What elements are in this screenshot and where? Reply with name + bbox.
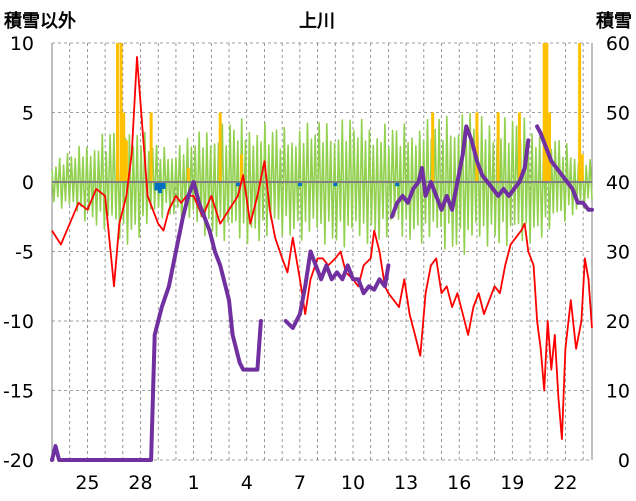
right-axis-title: 積雪 — [595, 10, 632, 32]
snow-depth-line — [283, 249, 391, 330]
precipitation-bar — [161, 182, 166, 189]
left-tick-label: 5 — [22, 103, 34, 125]
right-tick-label: 40 — [606, 172, 630, 194]
sunshine-bar — [542, 43, 546, 182]
x-tick-label: 25 — [75, 472, 99, 494]
x-tick-label: 13 — [394, 472, 418, 494]
x-tick-label: 22 — [553, 472, 577, 494]
sunshine-bar — [517, 112, 521, 182]
sunshine-bar — [548, 112, 552, 182]
left-tick-label: 10 — [10, 33, 34, 55]
sunshine-bar — [578, 43, 582, 182]
left-tick-label: -10 — [3, 311, 34, 333]
sunshine-bar — [119, 43, 123, 182]
right-tick-label: 50 — [606, 103, 630, 125]
temperature-line — [51, 56, 593, 440]
precipitation-bar — [395, 182, 400, 187]
sunshine-bar — [124, 140, 128, 182]
precipitation-series — [154, 182, 400, 194]
sunshine-bar — [239, 154, 243, 182]
sunshine-bar — [122, 112, 126, 182]
right-tick-label: 10 — [606, 381, 630, 403]
x-tick-label: 1 — [188, 472, 200, 494]
sunshine-series — [116, 43, 584, 182]
precipitation-bar — [158, 182, 162, 194]
precipitation-bar — [333, 182, 338, 187]
left-tick-label: 0 — [22, 172, 34, 194]
sunshine-bar — [218, 112, 222, 182]
x-tick-label: 10 — [341, 472, 365, 494]
chart-title: 上川 — [299, 11, 335, 32]
sunshine-bar — [496, 112, 500, 182]
right-tick-label: 30 — [606, 242, 630, 264]
right-tick-label: 0 — [618, 450, 630, 472]
x-tick-label: 4 — [241, 472, 253, 494]
right-tick-label: 20 — [606, 311, 630, 333]
snow-depth-line — [50, 180, 263, 462]
temperature-series — [51, 56, 593, 440]
sunshine-bar — [116, 43, 120, 182]
sunshine-bar — [186, 168, 190, 182]
precipitation-bar — [297, 182, 302, 187]
x-tick-label: 19 — [500, 472, 524, 494]
precipitation-bar — [235, 182, 240, 187]
sunshine-bar — [475, 112, 479, 182]
precipitation-bar — [154, 182, 159, 191]
sunshine-bar — [431, 112, 435, 182]
sunshine-bar — [149, 112, 153, 182]
snow-depth-line — [535, 124, 594, 212]
x-tick-label: 16 — [447, 472, 471, 494]
snow-depth-line — [389, 124, 531, 219]
x-tick-label: 7 — [294, 472, 306, 494]
left-tick-label: -20 — [3, 450, 34, 472]
sunshine-bar — [545, 43, 549, 182]
right-tick-label: 60 — [606, 33, 630, 55]
snow-depth-series — [50, 124, 594, 462]
left-tick-label: -5 — [15, 242, 34, 264]
left-tick-label: -15 — [3, 381, 34, 403]
x-tick-label: 28 — [128, 472, 152, 494]
left-axis-title: 積雪以外 — [3, 10, 76, 32]
sunshine-bar — [580, 154, 584, 182]
